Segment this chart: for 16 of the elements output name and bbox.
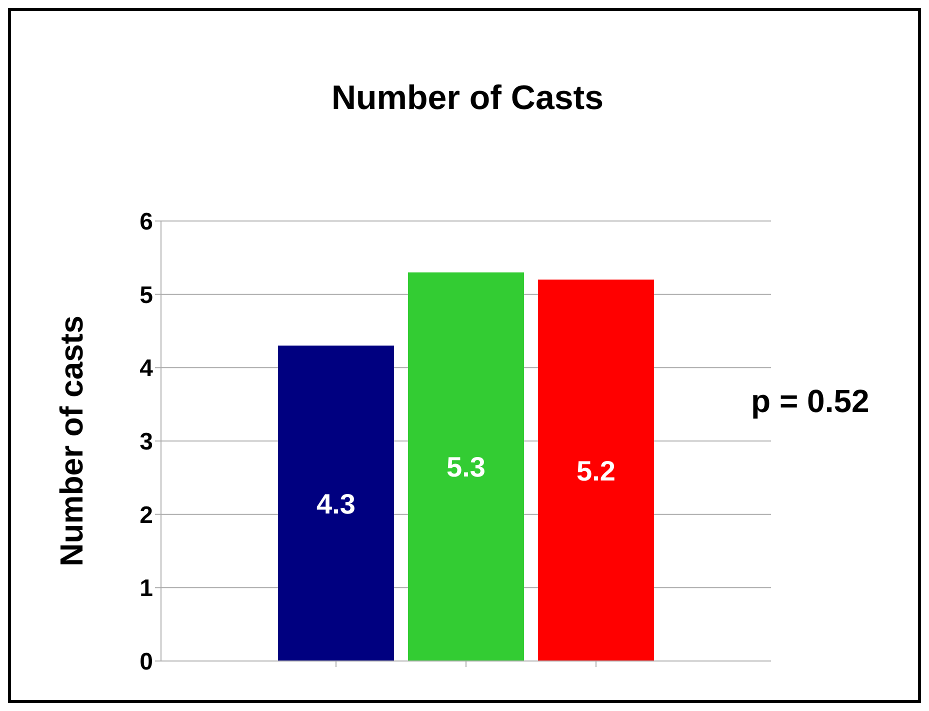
y-tick-label: 2 [140, 502, 153, 529]
y-tick-label: 5 [140, 282, 153, 309]
y-tick-label: 6 [140, 208, 153, 236]
y-tick-label: 0 [140, 648, 153, 676]
y-tick-label: 4 [140, 355, 154, 382]
bar [278, 346, 394, 661]
bar [538, 280, 654, 661]
y-tick-label: 1 [140, 575, 153, 602]
bar [408, 272, 524, 661]
data-label: 5.2 [576, 455, 616, 486]
y-axis-title: Number of casts [53, 316, 90, 566]
data-label: 5.3 [446, 452, 486, 483]
y-tick-label: 3 [140, 428, 153, 456]
annotation: p = 0.52 [751, 383, 870, 420]
data-label: 4.3 [316, 488, 356, 520]
chart-title: Number of Casts [330, 79, 605, 118]
